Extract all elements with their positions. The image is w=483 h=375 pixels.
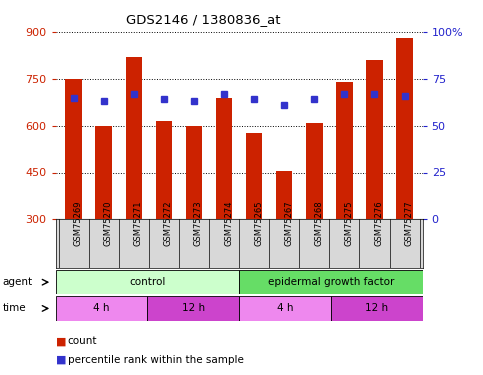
Text: GSM75271: GSM75271 <box>134 201 143 246</box>
Text: 4 h: 4 h <box>277 303 293 313</box>
Bar <box>56 270 239 294</box>
Text: ■: ■ <box>56 336 66 346</box>
Text: GSM75268: GSM75268 <box>314 201 323 246</box>
Text: GSM75265: GSM75265 <box>254 201 263 246</box>
Text: agent: agent <box>2 277 32 287</box>
Text: GSM75275: GSM75275 <box>344 201 354 246</box>
Bar <box>185 126 202 219</box>
Bar <box>396 38 413 219</box>
Text: 12 h: 12 h <box>365 303 388 313</box>
Text: count: count <box>68 336 97 346</box>
Text: GSM75277: GSM75277 <box>405 201 413 246</box>
Text: ■: ■ <box>56 355 66 365</box>
Text: GSM75272: GSM75272 <box>164 201 173 246</box>
Text: GSM75270: GSM75270 <box>104 201 113 246</box>
Bar <box>331 296 423 321</box>
Text: GSM75276: GSM75276 <box>374 201 384 246</box>
Bar <box>239 296 331 321</box>
Text: epidermal growth factor: epidermal growth factor <box>268 277 394 287</box>
Bar <box>126 57 142 219</box>
Bar <box>65 79 82 219</box>
Text: GSM75269: GSM75269 <box>73 201 83 246</box>
Bar <box>56 296 147 321</box>
Bar <box>246 134 262 219</box>
Bar <box>366 60 383 219</box>
Text: 12 h: 12 h <box>182 303 205 313</box>
Bar <box>336 82 353 219</box>
Bar <box>216 98 232 219</box>
Text: 4 h: 4 h <box>93 303 110 313</box>
Text: GDS2146 / 1380836_at: GDS2146 / 1380836_at <box>126 13 280 26</box>
Text: GSM75267: GSM75267 <box>284 201 293 246</box>
Text: time: time <box>2 303 26 313</box>
Text: GSM75273: GSM75273 <box>194 201 203 246</box>
Bar <box>239 270 423 294</box>
Text: GSM75274: GSM75274 <box>224 201 233 246</box>
Bar <box>147 296 239 321</box>
Text: control: control <box>129 277 166 287</box>
Bar <box>96 126 112 219</box>
Bar <box>306 123 323 219</box>
Bar <box>156 121 172 219</box>
Text: percentile rank within the sample: percentile rank within the sample <box>68 355 243 365</box>
Bar <box>276 171 293 219</box>
